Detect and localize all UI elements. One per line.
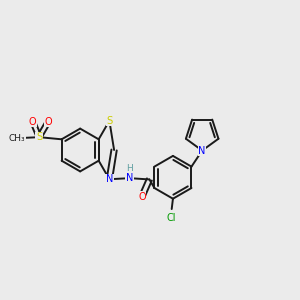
Text: S: S (106, 116, 112, 126)
Text: N: N (106, 174, 113, 184)
Text: Cl: Cl (166, 213, 176, 223)
Text: N: N (126, 173, 134, 183)
Text: O: O (138, 192, 146, 202)
Text: CH₃: CH₃ (8, 134, 25, 143)
Text: O: O (44, 117, 52, 127)
Text: S: S (36, 132, 42, 142)
Text: H: H (126, 164, 133, 173)
Text: N: N (199, 146, 206, 156)
Text: O: O (29, 117, 37, 127)
